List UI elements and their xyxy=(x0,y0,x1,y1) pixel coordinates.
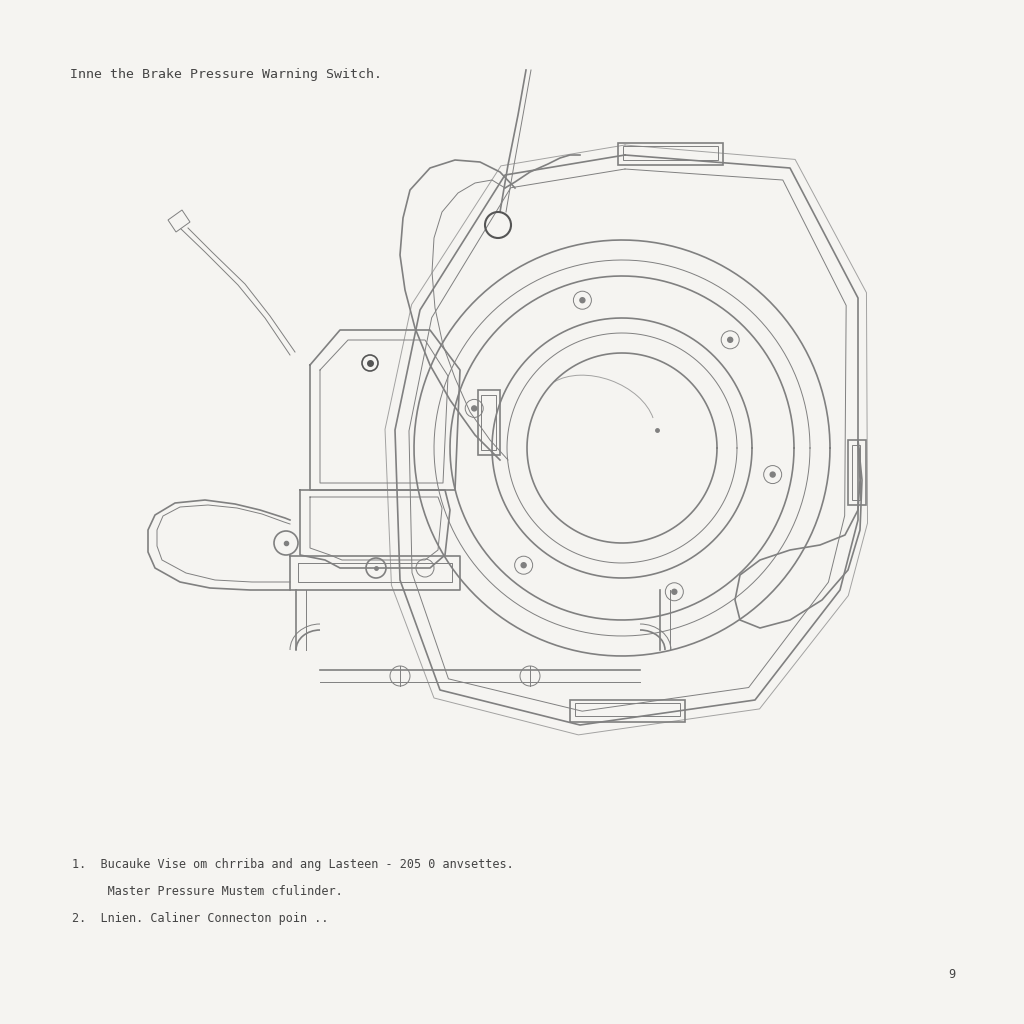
Circle shape xyxy=(728,337,733,342)
Circle shape xyxy=(472,406,477,411)
Bar xyxy=(618,143,723,165)
Text: 1.  Bucauke Vise om chrriba and ang Lasteen - 205 0 anvsettes.: 1. Bucauke Vise om chrriba and ang Laste… xyxy=(72,858,514,871)
Bar xyxy=(478,390,500,455)
Bar xyxy=(623,146,718,160)
Text: Inne the Brake Pressure Warning Switch.: Inne the Brake Pressure Warning Switch. xyxy=(70,68,382,81)
Bar xyxy=(852,445,860,500)
Text: 2.  Lnien. Caliner Connecton poin ..: 2. Lnien. Caliner Connecton poin .. xyxy=(72,912,329,925)
Bar xyxy=(570,700,685,722)
Bar xyxy=(481,395,496,450)
Circle shape xyxy=(580,298,585,303)
Polygon shape xyxy=(168,210,190,232)
Text: 9: 9 xyxy=(948,968,955,981)
Circle shape xyxy=(770,472,775,477)
Bar xyxy=(575,703,680,716)
Circle shape xyxy=(521,563,526,567)
Bar xyxy=(848,440,866,505)
Circle shape xyxy=(672,589,677,594)
Text: Master Pressure Mustem cfulinder.: Master Pressure Mustem cfulinder. xyxy=(72,885,343,898)
